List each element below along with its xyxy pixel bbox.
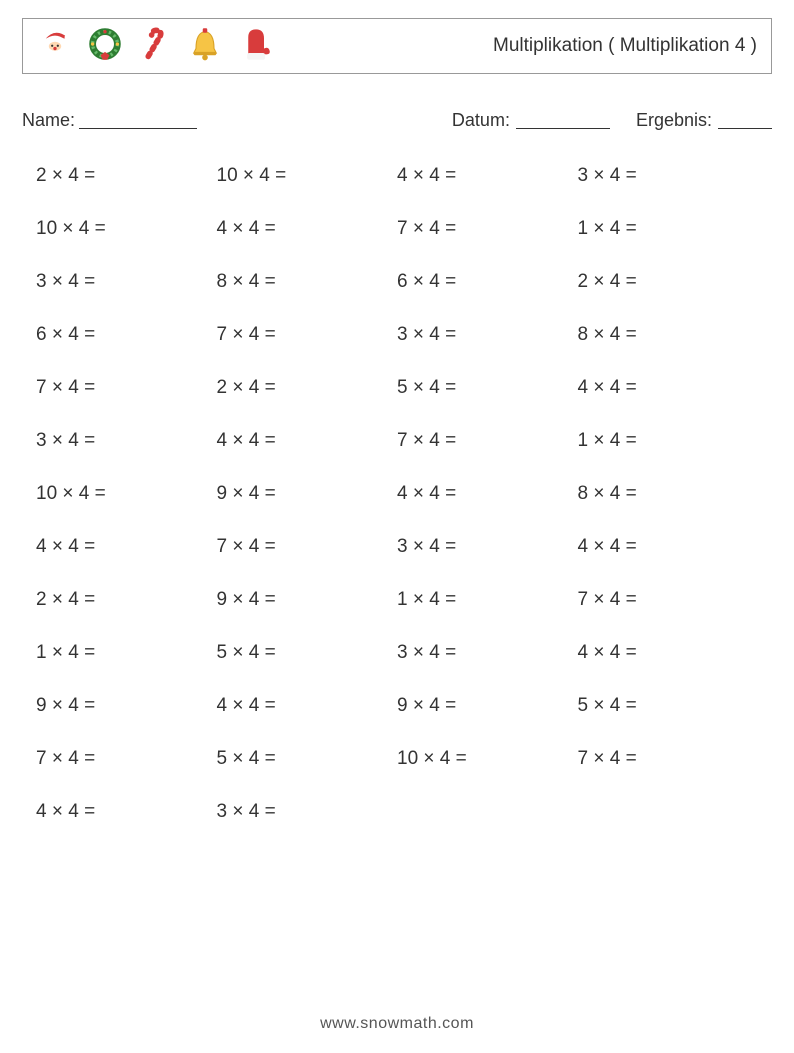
problem-cell: 6 × 4 =	[36, 324, 217, 346]
problem-row: 4 × 4 =3 × 4 =	[36, 801, 758, 823]
problem-cell	[578, 801, 759, 823]
page-title: Multiplikation ( Multiplikation 4 )	[493, 35, 757, 57]
name-label: Name:	[22, 110, 75, 131]
name-blank[interactable]	[79, 109, 197, 129]
footer-url: www.snowmath.com	[0, 1015, 794, 1033]
problem-cell	[397, 801, 578, 823]
problem-cell: 4 × 4 =	[217, 218, 398, 240]
problem-cell: 7 × 4 =	[36, 377, 217, 399]
problem-row: 10 × 4 =4 × 4 =7 × 4 =1 × 4 =	[36, 218, 758, 240]
problem-cell: 7 × 4 =	[217, 324, 398, 346]
problem-cell: 1 × 4 =	[578, 218, 759, 240]
meta-row: Name: Datum: Ergebnis:	[22, 106, 772, 131]
problem-cell: 4 × 4 =	[36, 801, 217, 823]
problem-cell: 4 × 4 =	[578, 377, 759, 399]
candy-cane-icon	[137, 26, 173, 67]
problem-cell: 5 × 4 =	[578, 695, 759, 717]
problem-cell: 9 × 4 =	[217, 483, 398, 505]
problem-cell: 2 × 4 =	[36, 589, 217, 611]
problem-cell: 1 × 4 =	[36, 642, 217, 664]
problem-cell: 10 × 4 =	[36, 483, 217, 505]
problem-row: 3 × 4 =8 × 4 =6 × 4 =2 × 4 =	[36, 271, 758, 293]
title-bar: Multiplikation ( Multiplikation 4 )	[22, 18, 772, 74]
mitten-icon	[237, 26, 273, 67]
wreath-icon	[87, 26, 123, 67]
problem-cell: 3 × 4 =	[397, 536, 578, 558]
santa-icon	[37, 26, 73, 67]
problem-cell: 5 × 4 =	[397, 377, 578, 399]
problems-grid: 2 × 4 =10 × 4 =4 × 4 =3 × 4 =10 × 4 =4 ×…	[22, 165, 772, 823]
worksheet-page: Multiplikation ( Multiplikation 4 ) Name…	[0, 0, 794, 1053]
date-label: Datum:	[452, 110, 510, 131]
problem-cell: 4 × 4 =	[217, 695, 398, 717]
problem-cell: 4 × 4 =	[578, 536, 759, 558]
problem-row: 10 × 4 =9 × 4 =4 × 4 =8 × 4 =	[36, 483, 758, 505]
problem-cell: 4 × 4 =	[578, 642, 759, 664]
problem-cell: 7 × 4 =	[397, 430, 578, 452]
problem-cell: 7 × 4 =	[397, 218, 578, 240]
problem-cell: 8 × 4 =	[578, 324, 759, 346]
problem-cell: 6 × 4 =	[397, 271, 578, 293]
problem-cell: 1 × 4 =	[397, 589, 578, 611]
problem-cell: 3 × 4 =	[217, 801, 398, 823]
result-blank[interactable]	[718, 109, 772, 129]
problem-row: 9 × 4 =4 × 4 =9 × 4 =5 × 4 =	[36, 695, 758, 717]
result-label: Ergebnis:	[636, 110, 712, 131]
problem-cell: 3 × 4 =	[397, 324, 578, 346]
problem-row: 3 × 4 =4 × 4 =7 × 4 =1 × 4 =	[36, 430, 758, 452]
bell-icon	[187, 26, 223, 67]
problem-cell: 7 × 4 =	[578, 748, 759, 770]
problem-cell: 3 × 4 =	[578, 165, 759, 187]
problem-cell: 7 × 4 =	[36, 748, 217, 770]
problem-row: 1 × 4 =5 × 4 =3 × 4 =4 × 4 =	[36, 642, 758, 664]
problem-cell: 4 × 4 =	[36, 536, 217, 558]
problem-cell: 9 × 4 =	[36, 695, 217, 717]
problem-row: 4 × 4 =7 × 4 =3 × 4 =4 × 4 =	[36, 536, 758, 558]
problem-cell: 9 × 4 =	[217, 589, 398, 611]
problem-row: 7 × 4 =5 × 4 =10 × 4 =7 × 4 =	[36, 748, 758, 770]
problem-row: 6 × 4 =7 × 4 =3 × 4 =8 × 4 =	[36, 324, 758, 346]
problem-cell: 5 × 4 =	[217, 748, 398, 770]
problem-cell: 10 × 4 =	[397, 748, 578, 770]
problem-cell: 7 × 4 =	[217, 536, 398, 558]
problem-row: 7 × 4 =2 × 4 =5 × 4 =4 × 4 =	[36, 377, 758, 399]
problem-cell: 1 × 4 =	[578, 430, 759, 452]
problem-cell: 3 × 4 =	[397, 642, 578, 664]
problem-cell: 4 × 4 =	[217, 430, 398, 452]
problem-cell: 5 × 4 =	[217, 642, 398, 664]
problem-cell: 2 × 4 =	[36, 165, 217, 187]
problem-cell: 10 × 4 =	[217, 165, 398, 187]
date-blank[interactable]	[516, 109, 610, 129]
problem-cell: 8 × 4 =	[578, 483, 759, 505]
problem-cell: 2 × 4 =	[578, 271, 759, 293]
problem-row: 2 × 4 =10 × 4 =4 × 4 =3 × 4 =	[36, 165, 758, 187]
header-icons	[37, 26, 273, 67]
problem-cell: 10 × 4 =	[36, 218, 217, 240]
problem-row: 2 × 4 =9 × 4 =1 × 4 =7 × 4 =	[36, 589, 758, 611]
problem-cell: 3 × 4 =	[36, 271, 217, 293]
problem-cell: 3 × 4 =	[36, 430, 217, 452]
problem-cell: 9 × 4 =	[397, 695, 578, 717]
problem-cell: 2 × 4 =	[217, 377, 398, 399]
problem-cell: 4 × 4 =	[397, 165, 578, 187]
problem-cell: 7 × 4 =	[578, 589, 759, 611]
problem-cell: 8 × 4 =	[217, 271, 398, 293]
problem-cell: 4 × 4 =	[397, 483, 578, 505]
